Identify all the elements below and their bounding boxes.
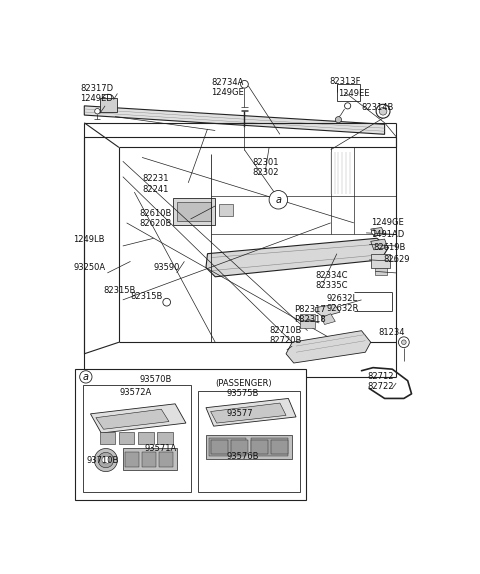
Bar (300, 314, 315, 320)
Bar (125, 452, 139, 467)
Bar (251, 440, 267, 454)
Text: 93575B: 93575B (227, 389, 259, 398)
Text: 82610B: 82610B (140, 209, 172, 218)
Bar (100, 432, 115, 444)
Polygon shape (206, 238, 388, 277)
Circle shape (402, 340, 406, 344)
Circle shape (376, 104, 390, 118)
Text: 81234: 81234 (378, 328, 405, 337)
Text: 93250A: 93250A (73, 263, 106, 272)
Text: 93576B: 93576B (227, 452, 259, 461)
Text: 82241: 82241 (142, 184, 168, 193)
Bar (375, 267, 387, 276)
Text: 1249EE: 1249EE (338, 89, 370, 98)
Polygon shape (371, 239, 388, 250)
Text: 93572A: 93572A (120, 388, 152, 397)
Text: 82629: 82629 (383, 255, 409, 265)
Text: 82315B: 82315B (104, 286, 136, 295)
Text: 82301: 82301 (252, 158, 279, 167)
Circle shape (345, 103, 351, 109)
Bar (252, 438, 288, 456)
Text: 1249GE: 1249GE (211, 88, 244, 97)
Circle shape (398, 337, 409, 348)
Text: 82317D: 82317D (81, 84, 114, 92)
Text: 82314B: 82314B (361, 103, 394, 112)
Text: 82335C: 82335C (315, 281, 348, 290)
Text: 82315B: 82315B (131, 292, 163, 301)
Bar (123, 448, 177, 470)
Text: (PASSENGER): (PASSENGER) (215, 378, 272, 387)
Circle shape (269, 191, 288, 209)
Text: 93590: 93590 (154, 263, 180, 272)
Bar (142, 452, 156, 467)
Bar (337, 84, 360, 101)
Bar (211, 440, 228, 454)
Bar (100, 98, 117, 112)
Text: a: a (276, 195, 281, 205)
Polygon shape (90, 404, 186, 433)
Bar (209, 438, 246, 456)
Bar (177, 202, 211, 222)
Text: 92632L: 92632L (327, 294, 358, 303)
Bar (138, 432, 154, 444)
Text: 93570B: 93570B (140, 375, 172, 383)
Bar (198, 391, 300, 492)
Circle shape (80, 371, 92, 383)
Circle shape (95, 108, 100, 114)
Circle shape (102, 456, 110, 464)
Circle shape (240, 80, 248, 88)
Polygon shape (286, 331, 371, 363)
Bar (300, 321, 315, 328)
Text: P82317: P82317 (294, 305, 325, 313)
Polygon shape (84, 106, 384, 134)
Circle shape (372, 230, 376, 234)
Bar (119, 432, 134, 444)
Polygon shape (315, 304, 340, 317)
Circle shape (163, 298, 170, 306)
Text: P82318: P82318 (294, 315, 325, 324)
Text: 93577: 93577 (227, 409, 253, 418)
Text: 82710B: 82710B (269, 326, 301, 335)
Circle shape (98, 452, 114, 468)
Text: 82620B: 82620B (140, 219, 172, 228)
Text: 93710B: 93710B (86, 456, 119, 464)
Polygon shape (371, 227, 384, 236)
Text: 82722: 82722 (368, 382, 394, 391)
Bar (173, 198, 215, 225)
Text: 82313F: 82313F (329, 77, 360, 87)
Bar (75, 369, 306, 500)
Bar (271, 440, 288, 454)
Bar (157, 432, 173, 444)
Text: 1249LB: 1249LB (73, 235, 105, 245)
Text: 82231: 82231 (142, 174, 168, 184)
Bar (230, 440, 248, 454)
Circle shape (94, 448, 118, 472)
Circle shape (379, 107, 387, 115)
Text: 82734A: 82734A (211, 78, 244, 87)
Text: 1249GE: 1249GE (371, 218, 404, 227)
Bar (371, 254, 390, 267)
Bar (219, 204, 233, 216)
Circle shape (336, 117, 341, 123)
Polygon shape (211, 403, 286, 423)
Text: 82302: 82302 (252, 168, 279, 177)
Polygon shape (96, 409, 169, 429)
Polygon shape (206, 398, 296, 426)
Bar (206, 435, 292, 459)
Bar (83, 385, 191, 492)
Text: 92632R: 92632R (327, 304, 359, 313)
Text: 93571A: 93571A (144, 444, 177, 453)
Text: 82619B: 82619B (373, 243, 406, 252)
Bar (159, 452, 173, 467)
Text: a: a (83, 372, 89, 382)
Text: 82334C: 82334C (315, 271, 348, 280)
Text: 82712: 82712 (368, 373, 394, 381)
Text: 1249ED: 1249ED (81, 94, 113, 103)
Text: 82720B: 82720B (269, 336, 301, 345)
Polygon shape (322, 314, 336, 324)
Text: 1491AD: 1491AD (371, 230, 404, 239)
